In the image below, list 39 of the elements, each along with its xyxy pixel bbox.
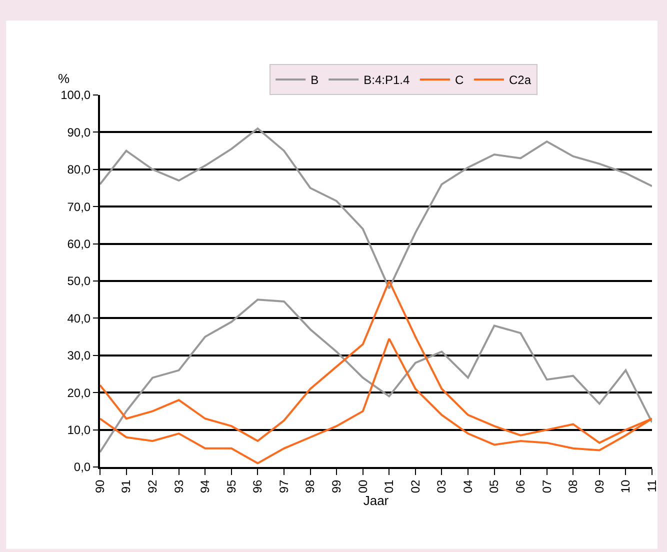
legend-label: B:4:P1.4: [364, 73, 410, 88]
x-tick-label: 05: [487, 479, 502, 494]
x-tick-label: 01: [382, 479, 396, 494]
legend-label: B: [310, 73, 319, 88]
x-tick-label: 98: [303, 479, 318, 494]
x-tick-label: 96: [250, 479, 265, 494]
x-tick-label: 07: [540, 479, 554, 494]
x-axis-title: Jaar: [363, 493, 390, 508]
x-tick-label: 09: [592, 479, 606, 494]
x-tick-label: 02: [408, 479, 422, 494]
x-tick-label: 08: [566, 479, 580, 494]
y-tick-label: 10,0: [67, 423, 91, 437]
x-tick-label: 06: [513, 479, 528, 494]
x-tick-label: 92: [145, 479, 160, 494]
y-tick-label: 80,0: [67, 162, 91, 177]
y-tick-label: 30,0: [67, 348, 91, 363]
y-tick-label: 100,0: [60, 88, 91, 102]
y-tick-label: 70,0: [67, 200, 91, 214]
legend-label: C2a: [508, 73, 532, 88]
x-tick-label: 11: [644, 479, 659, 492]
x-tick-label: 00: [356, 479, 370, 494]
x-tick-label: 90: [92, 479, 107, 494]
x-tick-label: 10: [618, 479, 633, 494]
y-axis-title: %: [58, 71, 70, 86]
x-tick-label: 93: [172, 479, 186, 494]
x-tick-label: 04: [460, 479, 475, 494]
y-tick-label: 50,0: [67, 274, 91, 288]
x-tick-label: 91: [119, 479, 134, 494]
y-tick-label: 60,0: [67, 237, 91, 251]
x-tick-label: 94: [198, 479, 212, 494]
y-tick-label: 20,0: [67, 386, 91, 400]
x-tick-label: 97: [276, 479, 291, 494]
y-tick-label: 0,0: [74, 460, 91, 474]
x-tick-label: 99: [329, 479, 344, 494]
x-tick-label: 03: [434, 479, 449, 494]
x-tick-label: 95: [224, 479, 238, 494]
y-tick-label: 90,0: [67, 125, 91, 140]
y-tick-label: 40,0: [67, 311, 91, 326]
legend-label: C: [454, 73, 464, 88]
